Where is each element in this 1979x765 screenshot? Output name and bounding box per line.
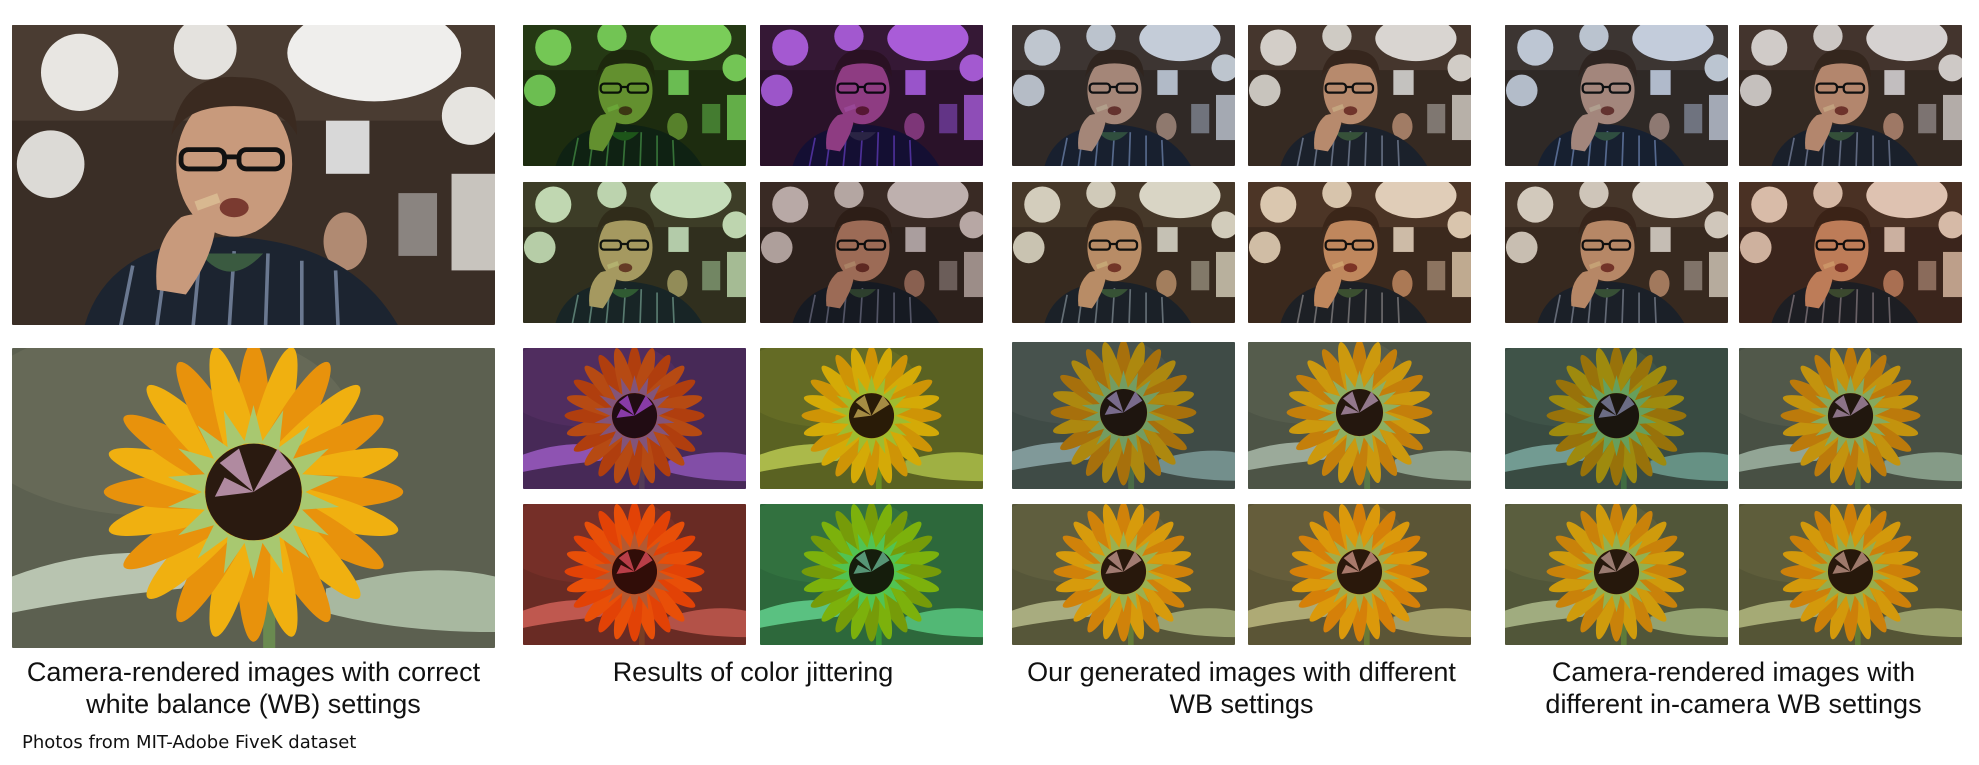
generated-sunflower-photo-1: [1012, 342, 1235, 489]
camera-wb-man-photo-1: [1505, 25, 1728, 166]
camera-wb-sunflower-photo-1: [1505, 348, 1728, 489]
caption-camera-wb-line2: different in-camera WB settings: [1545, 689, 1922, 719]
generated-man-photo-3: [1012, 182, 1235, 323]
generated-sunflower-photo-3: [1012, 504, 1235, 645]
caption-color-jittering-line1: Results of color jittering: [612, 657, 894, 687]
caption-generated-line1: Our generated images with different: [1027, 657, 1456, 687]
generated-man-photo-4: [1248, 182, 1471, 323]
caption-correct-wb: Camera-rendered images with correct whit…: [12, 656, 495, 720]
camera-wb-man-photo-3: [1505, 182, 1728, 323]
photo-credit: Photos from MIT-Adobe FiveK dataset: [22, 732, 357, 753]
camera-wb-sunflower-photo-3: [1505, 504, 1728, 645]
camera-wb-man-photo-2: [1739, 25, 1962, 166]
jitter-man-green-photo: [523, 25, 746, 166]
caption-correct-wb-line2: white balance (WB) settings: [86, 689, 421, 719]
caption-color-jittering: Results of color jittering: [523, 656, 983, 688]
jitter-sunflower-green-photo: [760, 504, 983, 645]
jitter-sunflower-purple-photo: [523, 348, 746, 489]
caption-camera-wb-line1: Camera-rendered images with: [1551, 657, 1916, 687]
caption-camera-wb: Camera-rendered images with different in…: [1505, 656, 1962, 720]
generated-man-photo-1: [1012, 25, 1235, 166]
jitter-man-dark-photo: [760, 182, 983, 323]
jitter-man-lightgreen-photo: [523, 182, 746, 323]
caption-generated-line2: WB settings: [1169, 689, 1314, 719]
correct-wb-sunflower-photo: [12, 348, 495, 648]
camera-wb-sunflower-photo-4: [1739, 504, 1962, 645]
caption-generated: Our generated images with different WB s…: [1012, 656, 1471, 720]
generated-sunflower-photo-2: [1248, 342, 1471, 489]
generated-sunflower-photo-4: [1248, 504, 1471, 645]
jitter-sunflower-red-photo: [523, 504, 746, 645]
caption-correct-wb-line1: Camera-rendered images with correct: [26, 657, 481, 687]
jitter-sunflower-yellow-photo: [760, 348, 983, 489]
camera-wb-man-photo-4: [1739, 182, 1962, 323]
correct-wb-man-photo: [12, 25, 495, 325]
generated-man-photo-2: [1248, 25, 1471, 166]
jitter-man-purple-photo: [760, 25, 983, 166]
camera-wb-sunflower-photo-2: [1739, 348, 1962, 489]
